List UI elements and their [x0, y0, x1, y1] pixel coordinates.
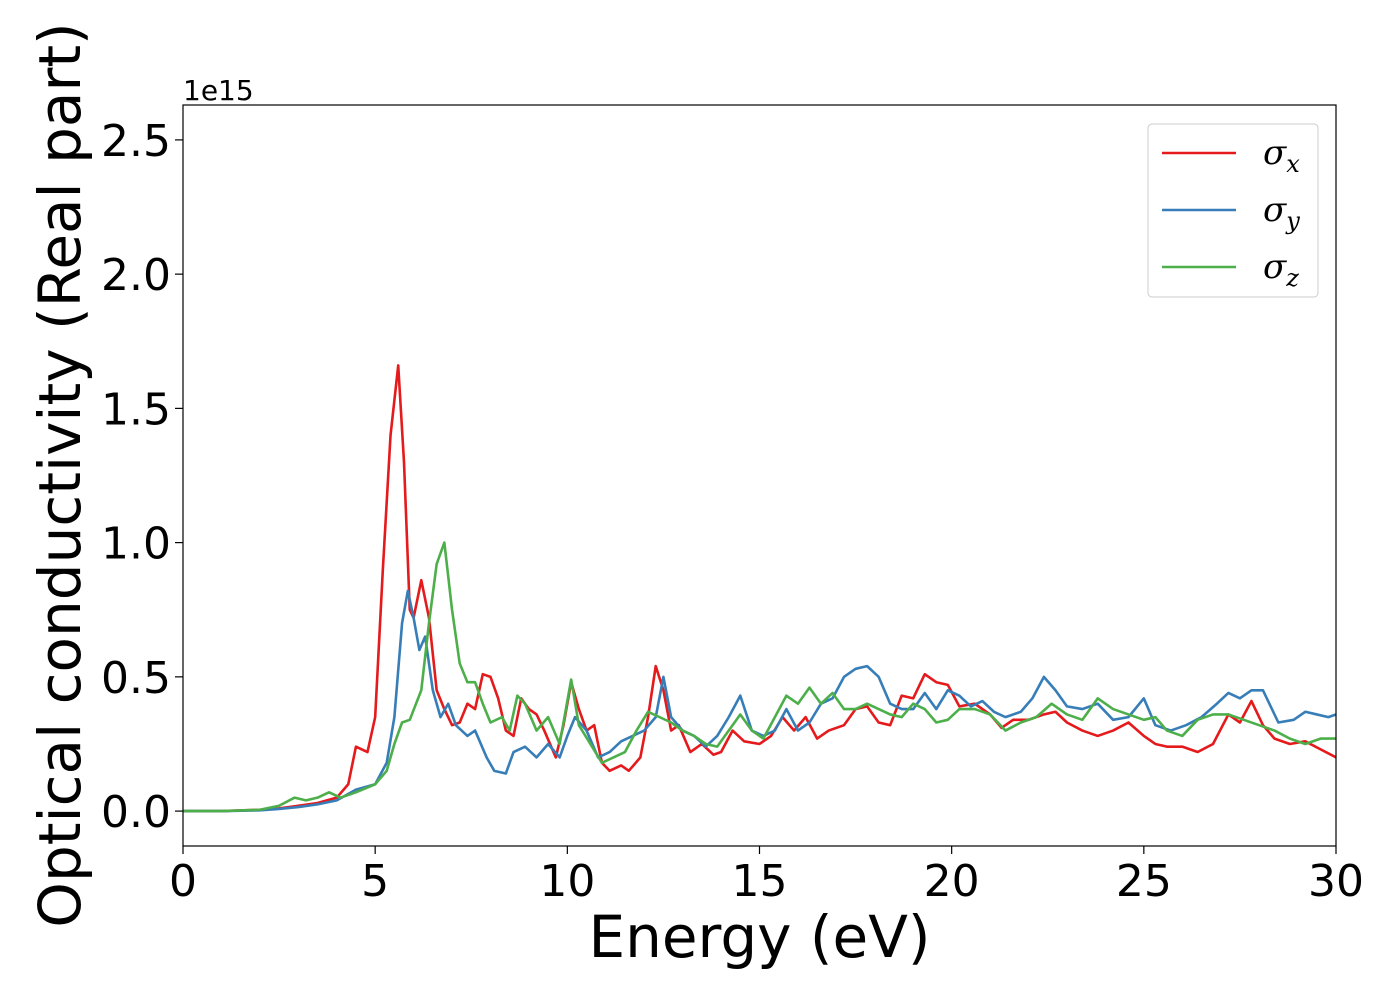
- series-line-z: [183, 541, 1336, 813]
- x-tick-label: 10: [539, 856, 595, 907]
- y-axis: 0.0 0.5 1.0 1.5 2.0 2.5: [101, 116, 183, 838]
- x-tick-label: 15: [732, 856, 788, 907]
- x-axis-label: Energy (eV): [588, 903, 930, 971]
- x-tick-label: 5: [361, 856, 389, 907]
- y-tick-label: 0.5: [101, 653, 171, 704]
- x-tick-label: 30: [1308, 856, 1364, 907]
- x-axis: 0 5 10 15 20 25 30: [169, 846, 1364, 907]
- x-tick-label: 25: [1116, 856, 1172, 907]
- y-tick-label: 2.0: [101, 250, 171, 301]
- x-tick-label: 20: [924, 856, 980, 907]
- legend-label-x: σx: [1263, 133, 1300, 178]
- legend-label-y: σy: [1263, 190, 1300, 235]
- legend-label-z: σz: [1263, 247, 1299, 292]
- series-layer: [183, 364, 1336, 813]
- y-axis-label: Optical conductivity (Real part): [26, 22, 94, 927]
- x-tick-label: 0: [169, 856, 197, 907]
- legend: σx σy σz: [1147, 123, 1319, 298]
- y-offset-label: 1e15: [183, 74, 254, 107]
- y-tick-label: 1.5: [101, 384, 171, 435]
- y-tick-label: 0.0: [101, 787, 171, 838]
- series-line-x: [183, 364, 1336, 813]
- y-tick-label: 2.5: [101, 116, 171, 167]
- y-tick-label: 1.0: [101, 519, 171, 570]
